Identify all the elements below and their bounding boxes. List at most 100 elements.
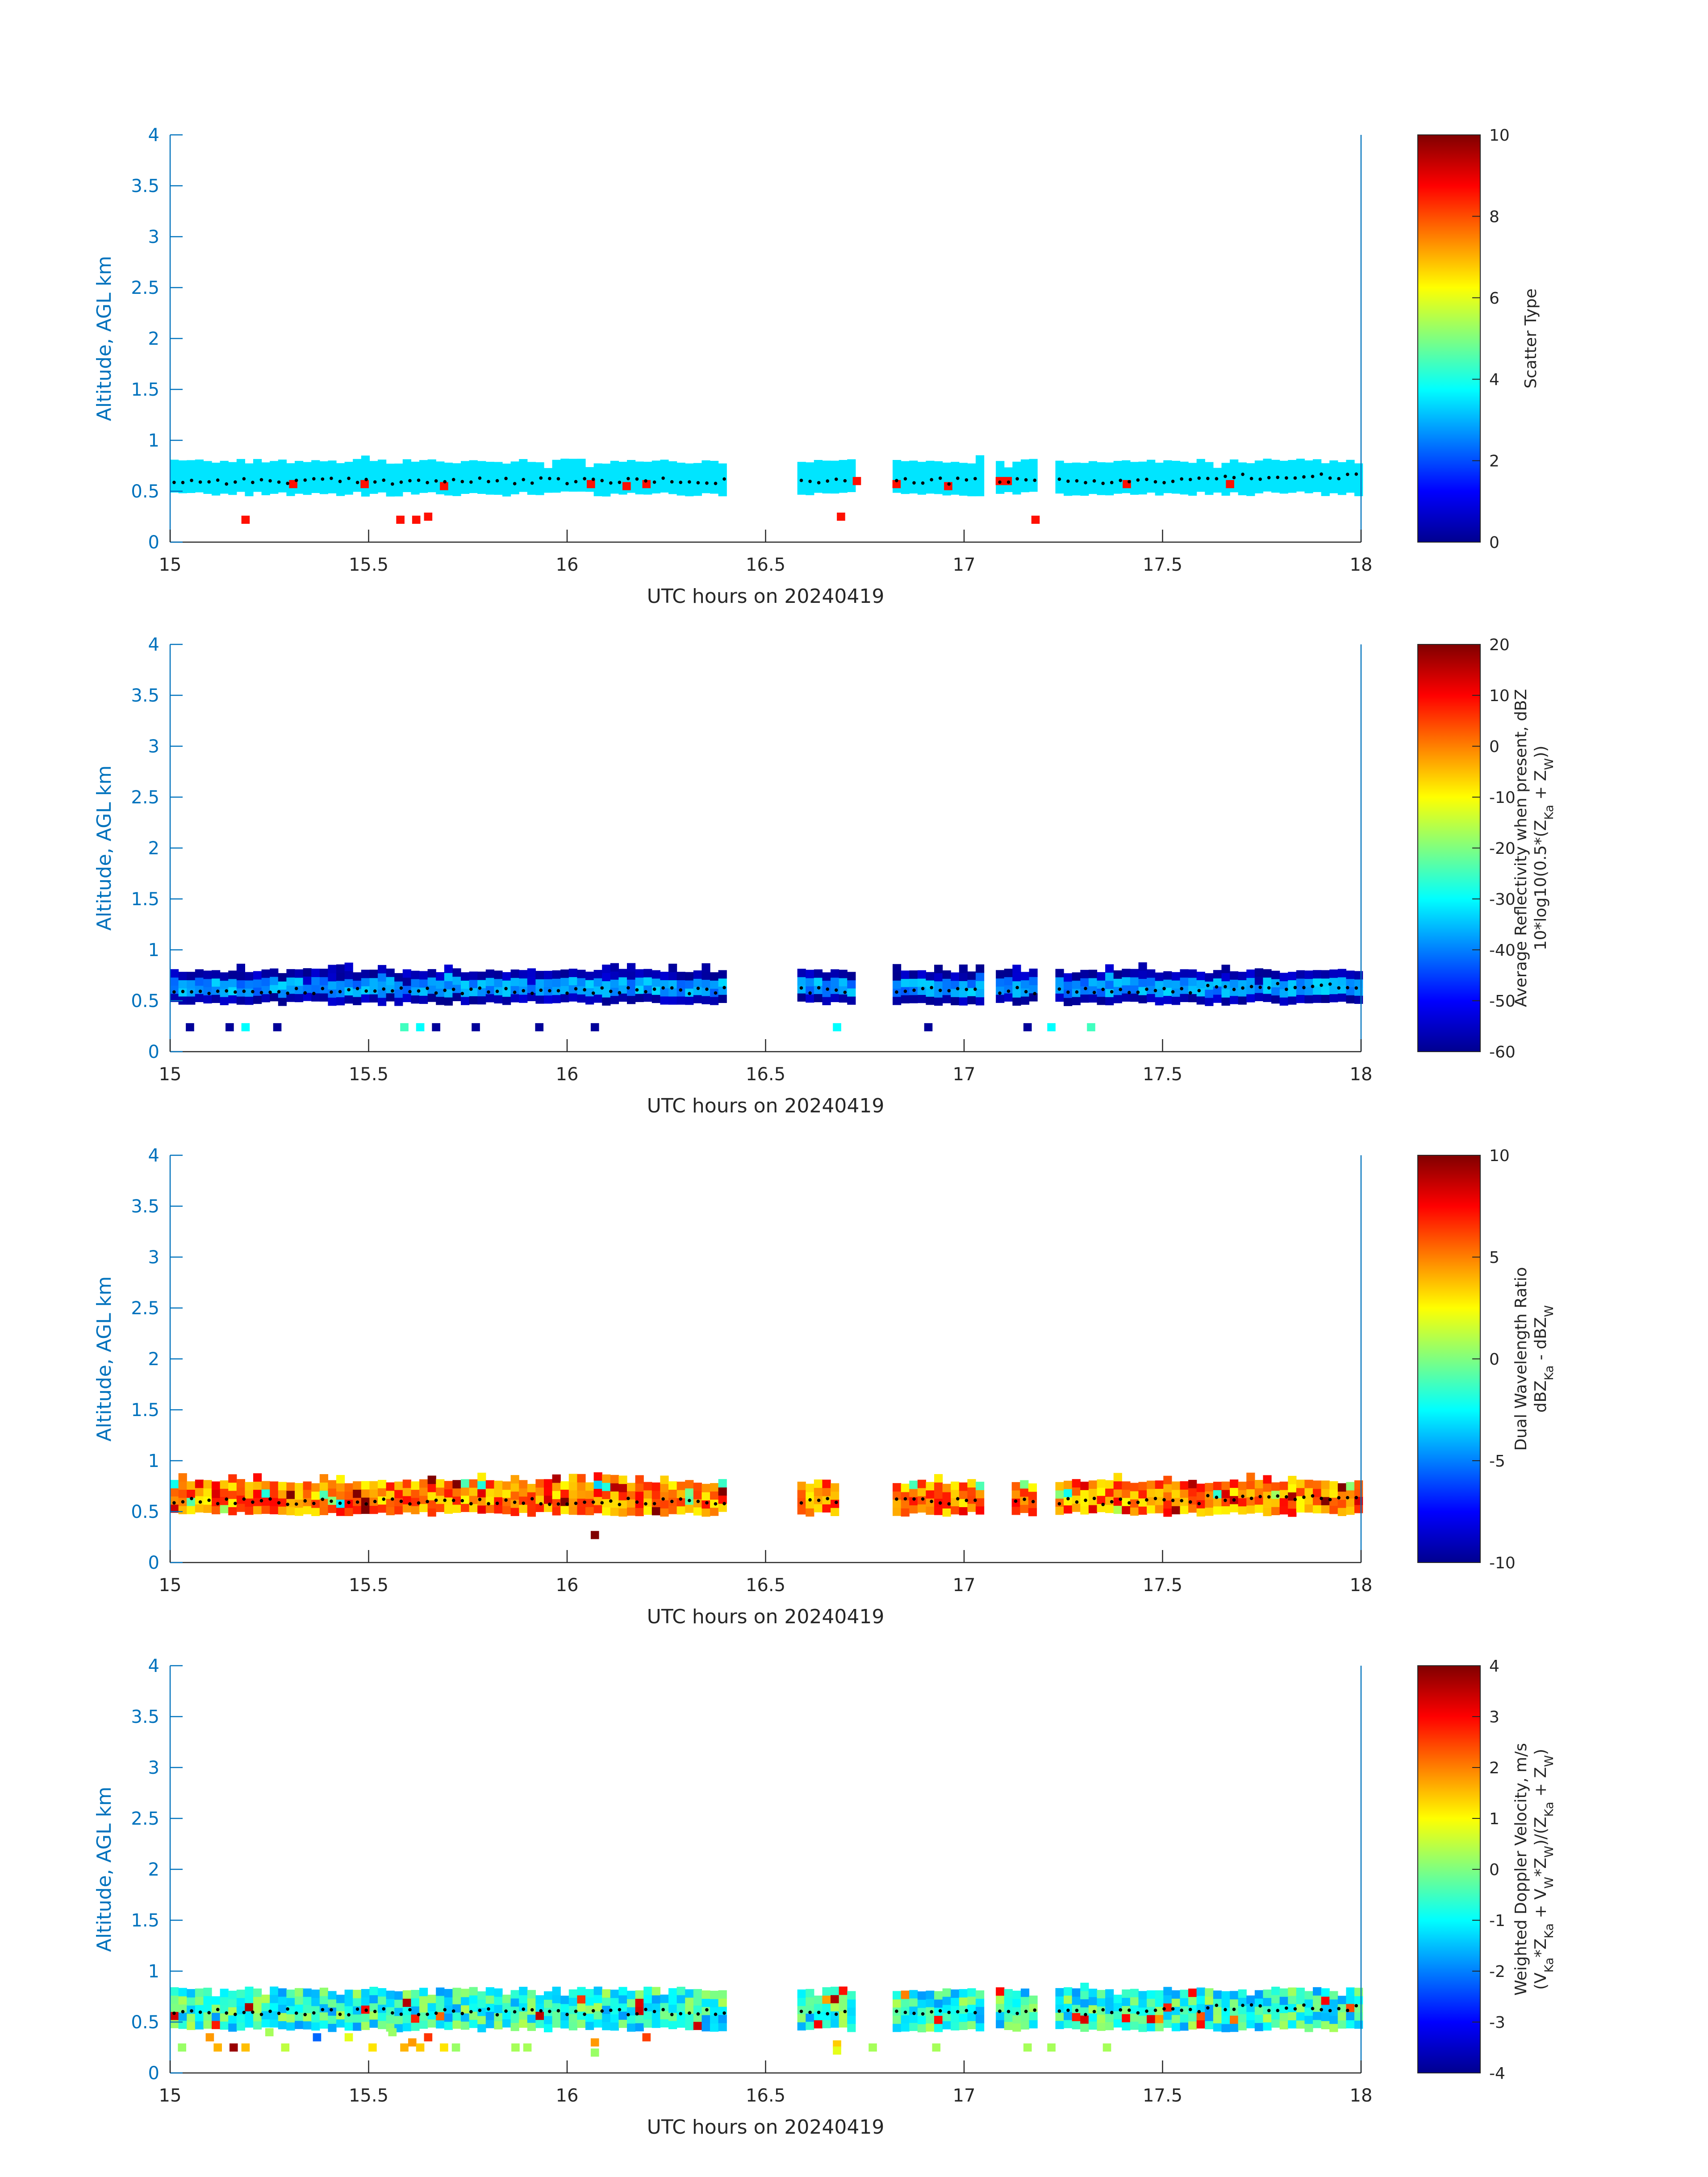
heatmap-cell xyxy=(1354,995,1363,1004)
heatmap-cell xyxy=(1138,986,1147,995)
heatmap-cell xyxy=(1188,479,1197,488)
heatmap-cell xyxy=(353,475,362,484)
trace-point xyxy=(286,481,289,485)
trace-point xyxy=(1224,474,1227,478)
trace-point xyxy=(1033,992,1037,995)
heatmap-cell xyxy=(959,1997,968,2006)
heatmap-cell xyxy=(1180,2022,1189,2031)
heatmap-cell xyxy=(1221,1489,1230,1498)
heatmap-cell xyxy=(344,2022,353,2031)
heatmap-cell xyxy=(585,996,594,1005)
trace-point xyxy=(513,2010,517,2014)
heatmap-cell xyxy=(402,1990,411,1999)
heatmap-cell xyxy=(502,488,511,497)
heatmap-cell xyxy=(1020,1504,1029,1513)
heatmap-cell xyxy=(494,1988,503,1997)
heatmap-cell xyxy=(1138,1991,1147,2000)
trace-point xyxy=(1249,985,1253,989)
heatmap-cell xyxy=(926,996,935,1005)
heatmap-cell xyxy=(353,459,362,468)
heatmap-cell xyxy=(1279,469,1288,477)
heatmap-cell xyxy=(303,470,312,479)
heatmap-cell xyxy=(1029,483,1038,492)
heatmap-cell xyxy=(228,1990,237,1999)
heatmap-cell xyxy=(494,995,503,1004)
heatmap-cell xyxy=(461,469,470,478)
heatmap-cell xyxy=(303,1988,312,1997)
heatmap-cell xyxy=(1346,460,1355,468)
trace-point xyxy=(591,1500,595,1504)
heatmap-cell xyxy=(311,1989,320,1998)
trace-point xyxy=(652,1502,656,1505)
heatmap-cell xyxy=(568,1506,577,1515)
heatmap-cell xyxy=(1263,2022,1272,2031)
heatmap-cell xyxy=(535,1487,544,1496)
heatmap-cell xyxy=(1321,1488,1330,1497)
heatmap-cell xyxy=(1296,483,1305,492)
heatmap-cell xyxy=(1097,2022,1106,2031)
heatmap-cell xyxy=(245,980,254,989)
heatmap-cell xyxy=(344,486,353,495)
heatmap-cell xyxy=(535,1995,544,2004)
trace-point xyxy=(312,477,316,481)
heatmap-cell xyxy=(236,1989,245,1998)
trace-point xyxy=(843,479,847,483)
heatmap-cell xyxy=(178,1996,187,2005)
heatmap-cell xyxy=(1288,1508,1297,1517)
heatmap-cell xyxy=(228,1507,237,1516)
heatmap-cell xyxy=(1155,463,1164,471)
heatmap-cell xyxy=(400,2043,409,2052)
heatmap-cell xyxy=(535,995,544,1004)
heatmap-cell xyxy=(1163,1483,1172,1492)
heatmap-cell xyxy=(577,2019,586,2028)
trace-point xyxy=(216,1502,220,1505)
heatmap-cell xyxy=(635,1491,644,1500)
heatmap-cell xyxy=(1113,994,1122,1003)
heatmap-cell xyxy=(1020,1480,1029,1489)
heatmap-cell xyxy=(1296,1996,1305,2005)
heatmap-cell xyxy=(951,1506,960,1515)
heatmap-cell xyxy=(1263,1989,1272,1998)
heatmap-cell xyxy=(236,1495,245,1504)
heatmap-cell xyxy=(1321,978,1330,987)
heatmap-cell xyxy=(1346,476,1355,485)
heatmap-cell xyxy=(593,480,602,488)
heatmap-cell xyxy=(311,2022,320,2031)
heatmap-cell xyxy=(996,2020,1005,2029)
heatmap-cell xyxy=(1147,969,1156,978)
trace-point xyxy=(408,2008,412,2012)
trace-point xyxy=(1128,2008,1131,2012)
heatmap-cell xyxy=(693,1483,702,1491)
heatmap-cell xyxy=(1221,1481,1230,1490)
heatmap-cell xyxy=(847,980,856,989)
trace-point xyxy=(294,986,298,990)
heatmap-cell xyxy=(1188,487,1197,496)
heatmap-cell xyxy=(1105,980,1114,989)
heatmap-cell xyxy=(1163,460,1172,469)
heatmap-cell xyxy=(1288,2012,1297,2021)
heatmap-cell xyxy=(1138,2023,1147,2032)
trace-point xyxy=(487,990,490,994)
heatmap-cell xyxy=(1080,2015,1089,2024)
heatmap-cell xyxy=(178,972,187,981)
heatmap-cell xyxy=(220,469,229,477)
heatmap-cell xyxy=(1105,1997,1114,2006)
trace-point xyxy=(1153,2008,1157,2012)
heatmap-cell xyxy=(1064,1505,1073,1514)
heatmap-cell xyxy=(402,1488,411,1496)
heatmap-cell xyxy=(1072,997,1081,1005)
heatmap-cell xyxy=(1221,1999,1230,2008)
heatmap-cell xyxy=(1254,2022,1264,2031)
heatmap-cell xyxy=(469,2003,478,2012)
heatmap-cell xyxy=(1113,1505,1122,1514)
heatmap-cell xyxy=(833,1023,841,1032)
trace-point xyxy=(417,478,421,482)
heatmap-cell xyxy=(975,463,985,472)
trace-point xyxy=(460,2012,464,2015)
heatmap-cell xyxy=(1155,1990,1164,1999)
heatmap-cell xyxy=(253,1481,262,1490)
trace-point xyxy=(635,477,639,481)
heatmap-cell xyxy=(660,996,669,1005)
heatmap-cell xyxy=(328,1480,337,1489)
